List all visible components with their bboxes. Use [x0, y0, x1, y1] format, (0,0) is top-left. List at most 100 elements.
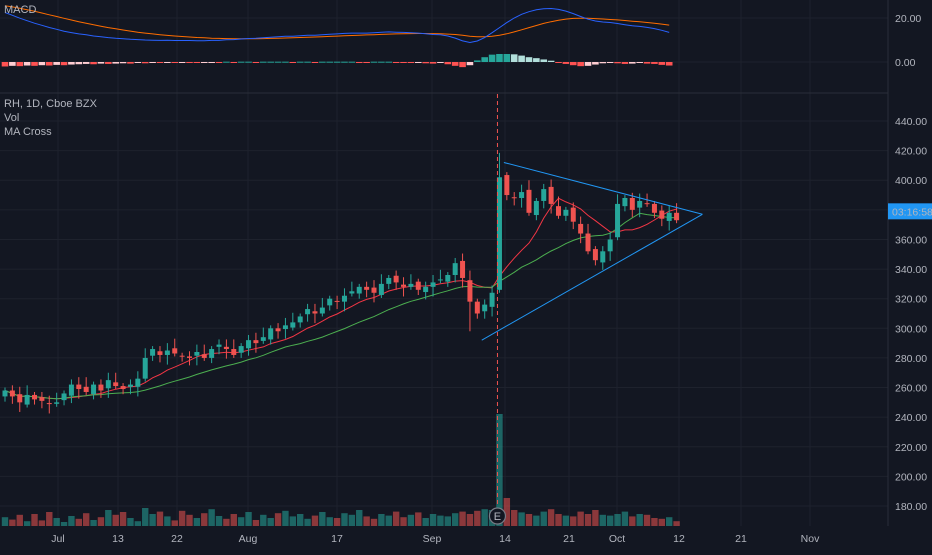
price-tick: 440.00: [895, 116, 927, 128]
volume-bar: [643, 514, 651, 526]
macd-hist-bar: [370, 61, 378, 63]
candle-body: [327, 298, 333, 306]
macd-hist-bar: [223, 61, 230, 63]
volume-bar: [444, 516, 451, 526]
volume-bar: [90, 520, 97, 526]
macd-hist-bar: [193, 62, 201, 63]
volume-bar: [407, 514, 415, 526]
price-tick: 420.00: [895, 146, 927, 158]
candle-body: [319, 307, 325, 314]
macd-hist-bar: [651, 62, 658, 64]
macd-title: MACD: [4, 4, 37, 16]
time-label: 13: [112, 533, 124, 545]
macd-hist-bar: [414, 62, 422, 63]
candle-body: [135, 378, 141, 387]
macd-hist-bar: [562, 62, 570, 64]
volume-bar: [392, 511, 400, 526]
macd-legend[interactable]: MACD: [4, 3, 36, 17]
macd-hist-bar: [252, 62, 260, 63]
triangle-trendlines[interactable]: E: [481, 94, 703, 525]
macd-hist-bar: [230, 62, 238, 63]
candle-body: [231, 349, 237, 355]
macd-hist-bar: [422, 62, 429, 64]
volume-bar: [223, 518, 230, 526]
macd-hist-bar: [584, 62, 592, 66]
candle-body: [334, 300, 340, 302]
macd-hist-bar: [326, 61, 334, 63]
macd-hist-bar: [237, 61, 245, 63]
volume-bar: [230, 514, 237, 526]
time-label: 17: [331, 533, 343, 545]
candle-body: [556, 206, 561, 216]
candle-body: [592, 249, 598, 261]
macd-hist-bar: [178, 62, 186, 63]
volume-bar: [378, 514, 385, 526]
volume-bar: [289, 516, 297, 526]
volume-bar: [636, 514, 643, 526]
candles[interactable]: [2, 152, 680, 414]
grid-lines: [0, 0, 888, 526]
volume-bar: [60, 522, 68, 526]
candle-body: [98, 384, 104, 391]
candle-body: [268, 328, 274, 340]
price-tick: 260.00: [895, 383, 927, 395]
time-label: 21: [735, 533, 747, 545]
volume-bar: [201, 513, 208, 526]
indicator-ma-cross[interactable]: MA Cross: [4, 126, 52, 138]
main-legend[interactable]: RH, 1D, Cboe BZX Vol MA Cross: [4, 97, 97, 139]
volume-bar: [16, 514, 23, 526]
candle-body: [150, 349, 156, 356]
volume-bars: [1, 414, 680, 526]
macd-line: [4, 7, 670, 44]
price-tick: 400.00: [895, 175, 927, 187]
price-axis[interactable]: 440.00420.00400.00380.00360.00340.00320.…: [888, 13, 932, 513]
volume-bar: [326, 517, 333, 526]
volume-bar: [97, 517, 105, 526]
macd-hist-bar: [97, 62, 105, 64]
volume-bar: [547, 509, 555, 526]
macd-hist-bar: [540, 59, 548, 62]
macd-hist-bar: [171, 62, 179, 63]
candle-body: [585, 233, 591, 252]
volume-bar: [673, 521, 680, 526]
volume-bar: [577, 511, 584, 526]
candle-body: [607, 239, 613, 252]
indicator-vol[interactable]: Vol: [4, 112, 20, 124]
candle-body: [445, 275, 451, 282]
macd-hist-bar: [533, 58, 540, 62]
volume-bar: [370, 518, 378, 526]
volume-bar: [511, 510, 518, 526]
macd-hist-bar: [186, 62, 193, 63]
candle-body: [127, 384, 133, 387]
candle-body: [578, 223, 584, 234]
candle-body: [17, 394, 23, 403]
volume-bar: [1, 517, 9, 526]
candle-body: [113, 382, 119, 387]
volume-bar: [134, 521, 142, 526]
time-axis[interactable]: Jul 13 22 Aug 17 Sep 14 21 Oct 12 21 Nov: [51, 533, 820, 545]
macd-hist-bar: [459, 62, 466, 68]
candle-body: [452, 263, 458, 275]
volume-bar: [68, 516, 75, 526]
macd-hist-bar: [518, 55, 525, 62]
volume-bar: [629, 516, 636, 526]
macd-hist-bar: [127, 62, 134, 64]
candle-body: [430, 282, 436, 287]
candle-body: [423, 286, 429, 293]
macd-hist-bar: [400, 62, 407, 63]
time-label: Aug: [239, 533, 258, 545]
macd-hist-bar: [437, 62, 444, 63]
candle-body: [401, 284, 407, 287]
candle-body: [489, 292, 495, 307]
volume-bar: [282, 510, 289, 526]
macd-hist-bar: [363, 62, 370, 63]
macd-hist-bar: [282, 61, 289, 63]
volume-bar: [156, 511, 164, 526]
volume-bar: [127, 518, 134, 526]
macd-hist-bar: [119, 62, 127, 64]
candle-body: [76, 384, 82, 390]
ma-fast-line: [4, 197, 677, 400]
volume-bar: [215, 516, 223, 526]
macd-pane[interactable]: [1, 5, 673, 68]
candle-body: [223, 346, 229, 350]
